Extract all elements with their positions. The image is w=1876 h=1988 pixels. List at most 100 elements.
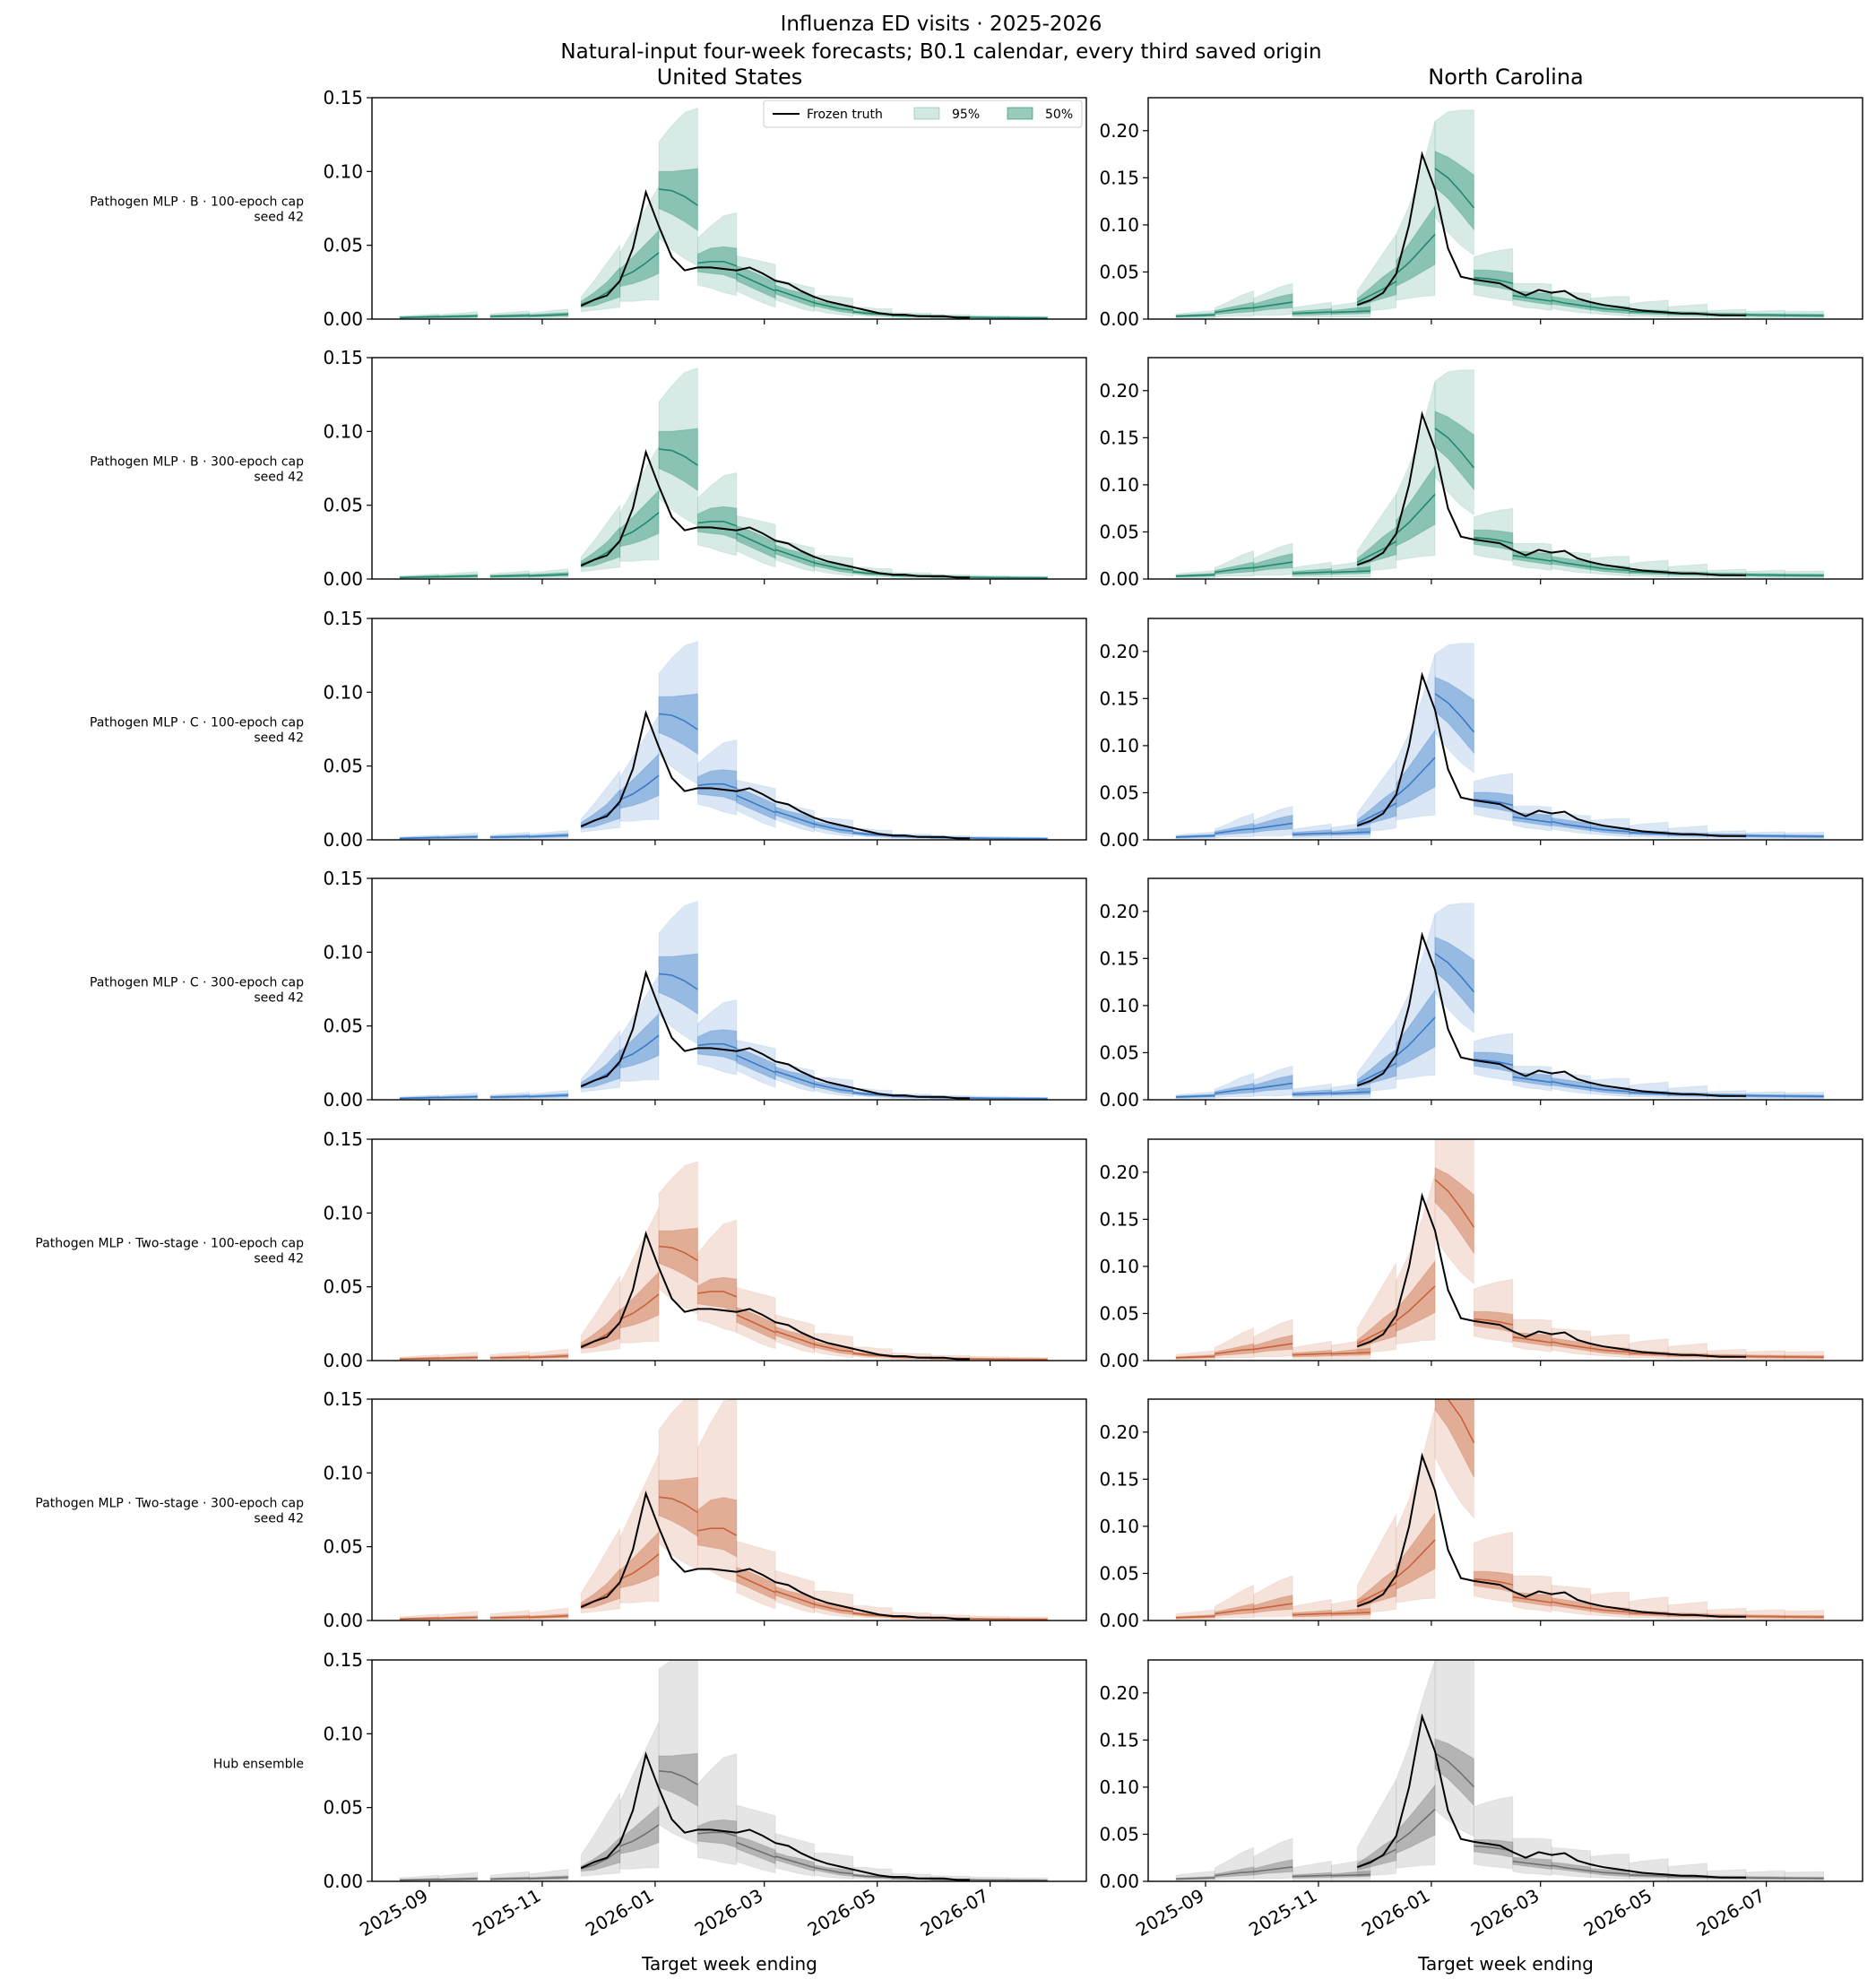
- forecast-median-line: [736, 794, 776, 814]
- y-tick-label: 0.05: [1099, 1302, 1139, 1324]
- forecast-median-line: [1175, 314, 1215, 317]
- forecast-median-line: [697, 1042, 738, 1050]
- panel-row: Hub ensemble 0.00 0.05 0.10 0.15 2025-09 2025-…: [213, 1649, 1863, 1940]
- forecast-median-line: [1590, 1347, 1630, 1353]
- x-tick-label: 2025-11: [1245, 1885, 1320, 1941]
- forecast-median-line: [736, 532, 776, 552]
- forecast-median-line: [490, 835, 530, 838]
- forecast-median-line: [1590, 306, 1630, 312]
- forecast-median-line: [814, 562, 853, 571]
- truth-line: [1356, 1452, 1746, 1618]
- forecast-median-line: [1292, 832, 1332, 835]
- truth-line: [1356, 1192, 1746, 1358]
- panel-united-states: 0.00 0.05 0.10 0.15: [323, 868, 1087, 1111]
- forecast-band-95: [1396, 121, 1436, 301]
- plot-area: [399, 641, 1049, 840]
- forecast-median-line: [852, 1874, 893, 1879]
- forecast-band-95: [696, 1399, 738, 1584]
- forecast-median-line: [619, 1034, 660, 1061]
- forecast-median-line: [1551, 1601, 1591, 1610]
- x-tick-label: 2025-11: [469, 1885, 544, 1941]
- axes-frame: [1147, 1398, 1863, 1621]
- y-tick-label: 0.10: [1099, 1516, 1139, 1537]
- y-tick-label: 0.15: [1099, 1208, 1139, 1230]
- row-label: Pathogen MLP · B · 100-epoch cap: [90, 195, 304, 210]
- legend: Frozen truth 95% 50%: [763, 99, 1083, 128]
- y-tick-label: 0.15: [1099, 687, 1139, 709]
- forecast-median-line: [619, 252, 660, 279]
- forecast-band-50: [580, 526, 621, 568]
- forecast-median-line: [529, 573, 568, 577]
- y-tick-label: 0.05: [323, 1016, 363, 1037]
- forecast-band-50: [1551, 1862, 1591, 1874]
- y-tick-label: 0.10: [323, 941, 363, 963]
- forecast-band-50: [658, 168, 698, 232]
- truth-line: [580, 188, 970, 319]
- forecast-band-95: [1253, 805, 1293, 837]
- y-tick-label: 0.05: [1099, 1042, 1139, 1063]
- row-label: Pathogen MLP · Two-stage · 300-epoch cap: [35, 1497, 304, 1511]
- y-tick-label: 0.00: [323, 1871, 363, 1892]
- forecast-median-line: [1331, 570, 1370, 574]
- y-tick-label: 0.00: [323, 1610, 363, 1631]
- plot-area: [399, 1161, 1049, 1361]
- y-tick-label: 0.05: [323, 756, 363, 777]
- forecast-median-line: [1175, 1355, 1215, 1359]
- forecast-median-line: [774, 289, 815, 304]
- forecast-band-95: [580, 769, 621, 833]
- forecast-median-line: [619, 774, 660, 801]
- forecast-band-95: [1473, 1531, 1514, 1603]
- forecast-median-line: [619, 1553, 660, 1580]
- forecast-median-line: [774, 1070, 815, 1085]
- forecast-band-50: [1434, 1399, 1474, 1478]
- truth-line: [580, 1230, 970, 1361]
- forecast-median-line: [490, 575, 530, 577]
- forecast-median-line: [1215, 1088, 1254, 1094]
- forecast-band-50: [1434, 151, 1474, 231]
- forecast-band-50: [658, 1476, 698, 1538]
- forecast-median-line: [529, 1354, 568, 1359]
- forecast-band-95: [1434, 369, 1474, 516]
- forecast-median-line: [1175, 574, 1215, 577]
- forecast-median-line: [1474, 537, 1513, 544]
- y-tick-label: 0.00: [323, 829, 363, 851]
- forecast-band-95: [1473, 1795, 1514, 1870]
- forecast-median-line: [736, 1841, 776, 1859]
- forecast-median-line: [1396, 756, 1436, 797]
- forecast-band-95: [1434, 643, 1474, 774]
- forecast-band-95: [1434, 1399, 1474, 1519]
- axes-frame: [371, 877, 1087, 1101]
- forecast-median-line: [1551, 559, 1591, 568]
- forecast-median-line: [774, 549, 815, 564]
- truth-line: [1356, 671, 1746, 837]
- forecast-band-95: [658, 1161, 698, 1315]
- forecast-median-line: [1434, 1752, 1474, 1788]
- forecast-band-50: [1356, 526, 1397, 566]
- forecast-band-95: [1473, 1278, 1514, 1344]
- forecast-median-line: [1356, 1322, 1397, 1344]
- forecast-band-95: [1253, 1575, 1293, 1618]
- forecast-band-50: [580, 1308, 621, 1350]
- y-tick-label: 0.15: [323, 1128, 363, 1150]
- forecast-band-50: [696, 1029, 738, 1062]
- forecast-band-95: [814, 1076, 854, 1098]
- forecast-median-line: [1253, 1082, 1293, 1090]
- forecast-band-50: [1356, 1837, 1397, 1871]
- panel-row: Pathogen MLP · Two-stage · 300-epoch cap…: [35, 1388, 1863, 1631]
- row-label-seed: seed 42: [254, 731, 304, 746]
- forecast-median-line: [1512, 554, 1552, 562]
- y-tick-label: 0.10: [323, 1723, 363, 1744]
- row-label: Pathogen MLP · C · 300-epoch cap: [90, 976, 304, 990]
- forecast-median-line: [438, 1616, 478, 1620]
- y-tick-label: 0.20: [1099, 641, 1139, 662]
- forecast-band-50: [1434, 676, 1474, 755]
- forecast-band-95: [1590, 1077, 1630, 1098]
- panel-north-carolina: 0.00 0.05 0.10 0.15 0.20: [1099, 1138, 1863, 1371]
- forecast-median-line: [1629, 1092, 1669, 1095]
- axes-frame: [371, 1138, 1087, 1361]
- forecast-median-line: [1590, 1086, 1630, 1093]
- plot-area: [399, 1399, 1049, 1621]
- forecast-band-95: [814, 1333, 854, 1359]
- figure-subtitle: Natural-input four-week forecasts; B0.1 …: [560, 40, 1321, 64]
